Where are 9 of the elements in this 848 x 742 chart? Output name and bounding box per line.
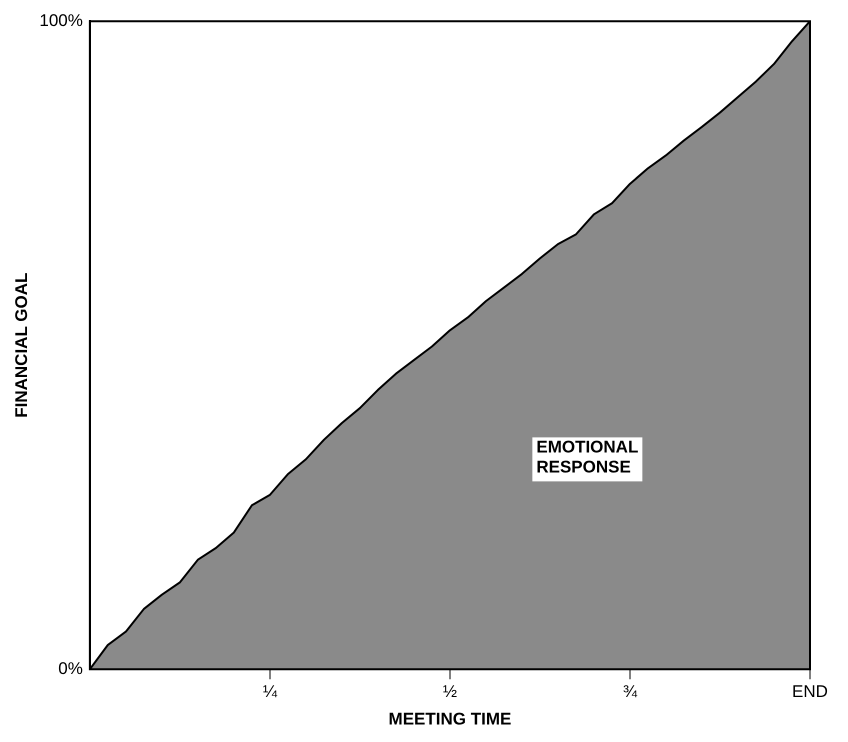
x-axis-title: MEETING TIME (388, 709, 512, 728)
series-label: EMOTIONAL RESPONSE (536, 438, 638, 477)
x-tick-label: END (792, 682, 828, 702)
y-axis-title: FINANCIAL GOAL (12, 272, 31, 418)
y-tick-label: 100% (39, 10, 83, 30)
y-tick-label: 0% (58, 658, 83, 678)
x-tick-label: ¾ (622, 682, 638, 702)
x-tick-label: ½ (442, 682, 458, 702)
x-tick-label: ¼ (262, 682, 278, 702)
